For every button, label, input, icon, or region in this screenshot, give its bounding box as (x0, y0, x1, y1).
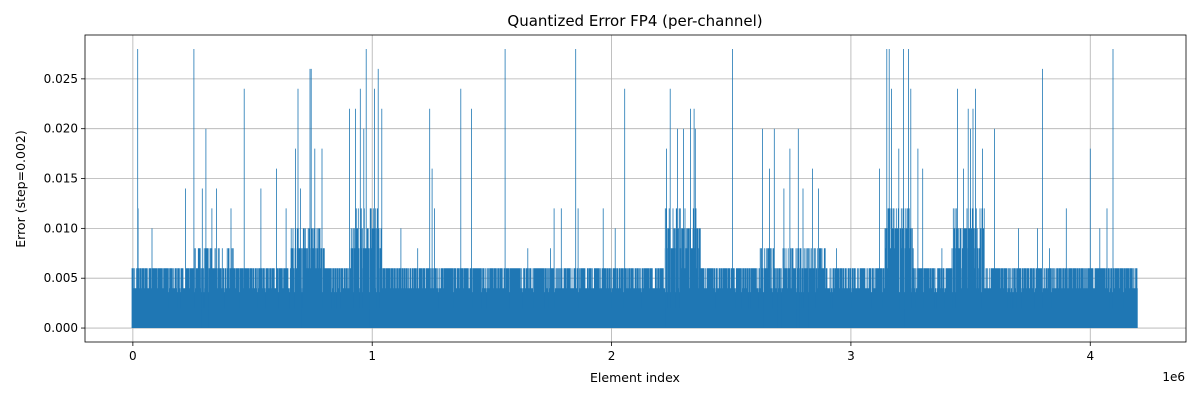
y-tick-label: 0.005 (44, 271, 78, 285)
x-offset-label: 1e6 (1162, 370, 1185, 384)
error-series-line (131, 49, 1138, 328)
data-series (131, 49, 1138, 329)
plot-frame (84, 34, 1187, 343)
x-tick-label: 4 (1086, 349, 1094, 363)
x-tick-label: 1 (368, 349, 376, 363)
y-tick-label: 0.000 (44, 321, 78, 335)
x-axis-label: Element index (590, 370, 680, 385)
y-tick-label: 0.015 (44, 172, 78, 186)
x-tick-label: 0 (129, 349, 137, 363)
x-axis-ticks: 0 1 2 3 4 (129, 342, 1094, 363)
y-tick-label: 0.020 (44, 122, 78, 136)
chart-title: Quantized Error FP4 (per-channel) (507, 12, 762, 30)
y-axis-label: Error (step=0.002) (13, 130, 28, 248)
x-tick-label: 2 (608, 349, 616, 363)
y-tick-label: 0.025 (44, 72, 78, 86)
y-tick-label: 0.010 (44, 221, 78, 235)
y-axis-ticks: 0.000 0.005 0.010 0.015 0.020 0.025 (44, 72, 85, 335)
x-tick-label: 3 (847, 349, 855, 363)
